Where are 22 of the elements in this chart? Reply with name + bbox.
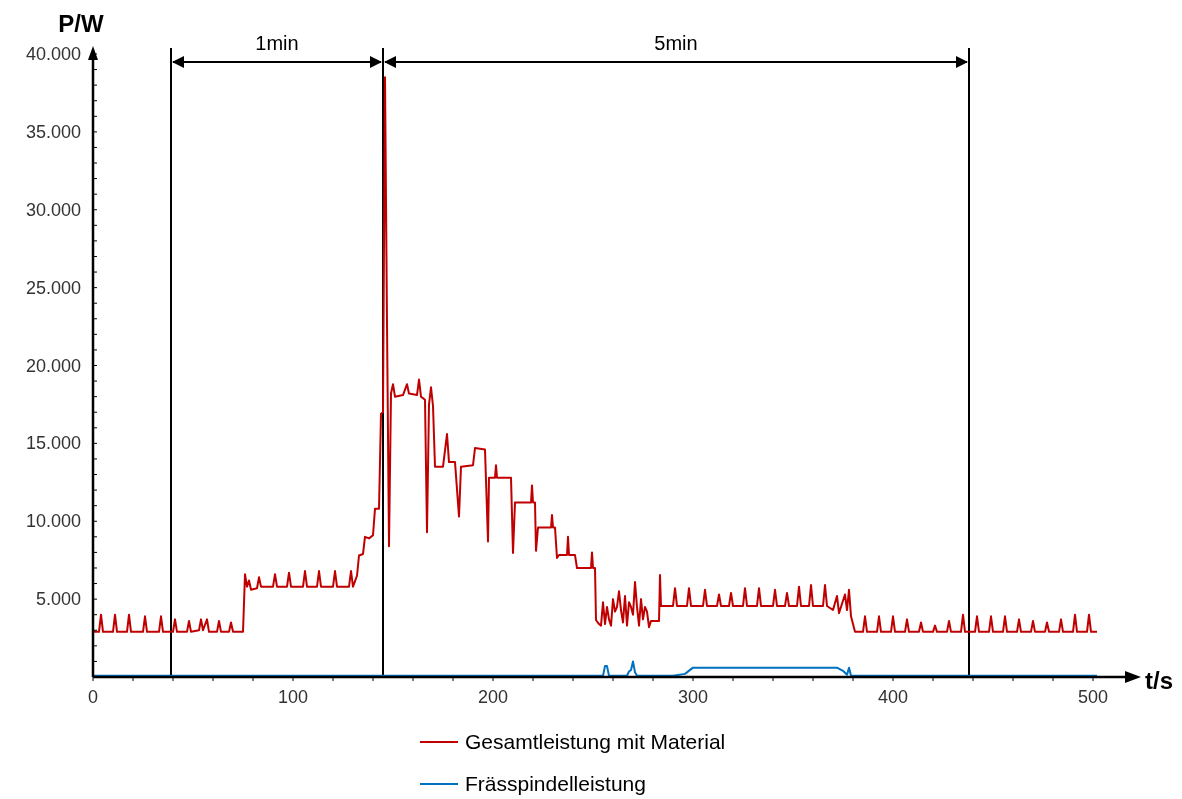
legend-label: Frässpindelleistung: [465, 772, 646, 795]
y-tick-label: 10.000: [25, 511, 81, 532]
x-tick-label: 300: [677, 687, 709, 707]
x-tick-label: 100: [277, 687, 309, 707]
line-series: [92, 76, 1098, 633]
y-tick-label: 5.000: [35, 589, 81, 610]
y-tick-label: 25.000: [25, 277, 81, 298]
y-tick-label: 30.000: [25, 199, 81, 220]
y-tick-label: 40.000: [25, 44, 81, 64]
x-tick-label: 500: [1077, 687, 1109, 707]
x-axis-title: t/s: [1145, 667, 1174, 694]
x-tick-label: 400: [877, 687, 909, 707]
text: 1min: [255, 32, 299, 54]
y-tick-label: 20.000: [25, 355, 81, 376]
y-axis-title: P/W: [58, 10, 105, 37]
y-tick-label: 35.000: [25, 121, 81, 142]
y-tick-label: 15.000: [25, 433, 81, 454]
text: 5min: [654, 32, 698, 54]
line-series: [92, 660, 1098, 677]
x-tick-label: 200: [477, 687, 509, 707]
legend-label: Gesamtleistung mit Material: [465, 730, 726, 753]
x-tick-label: 0: [87, 687, 99, 707]
